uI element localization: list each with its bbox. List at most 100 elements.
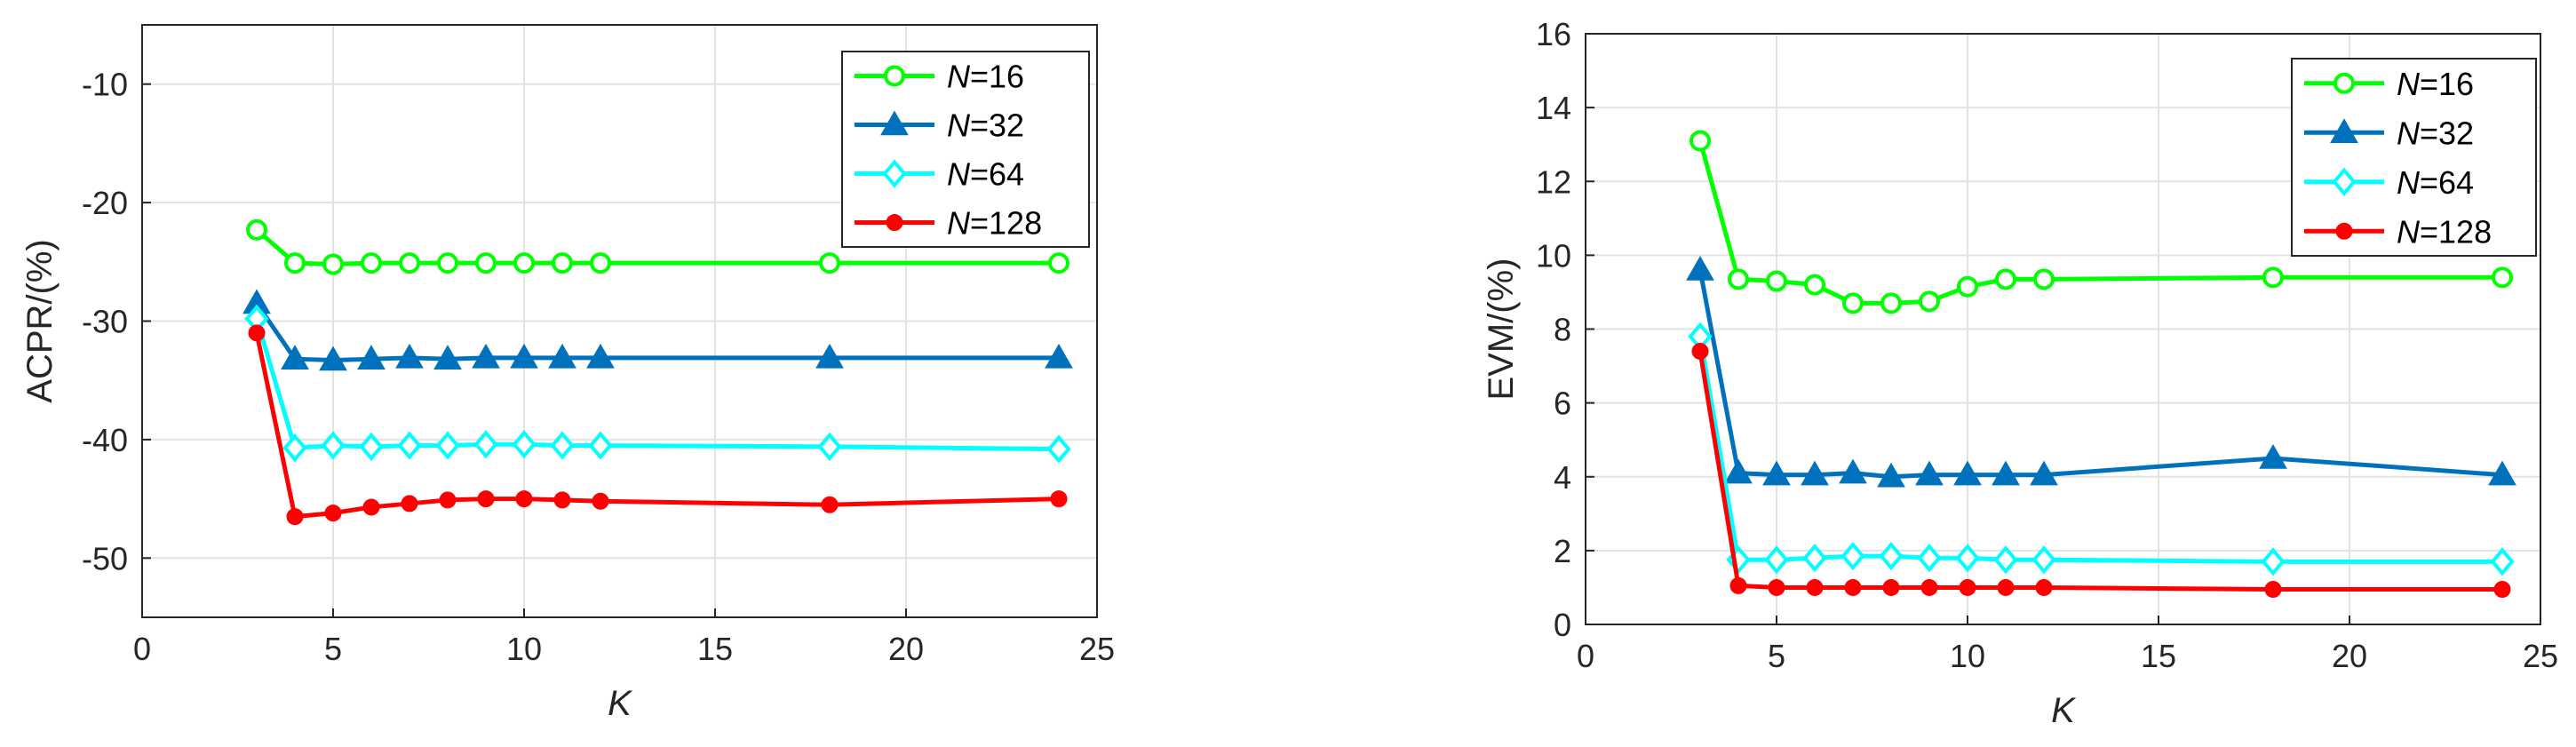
y-tick-label: -50: [82, 540, 128, 576]
x-axis-label: K: [2051, 691, 2077, 730]
data-point: [324, 505, 342, 522]
data-point: [1804, 274, 1825, 296]
data-point: [2264, 581, 2282, 599]
legend-label-prefix: N: [947, 107, 971, 144]
y-tick-label: 14: [1536, 90, 1571, 126]
y-tick-label: 16: [1536, 16, 1571, 52]
series-N128: [1691, 342, 2511, 599]
data-point: [473, 430, 498, 459]
data-point: [1955, 544, 1980, 573]
x-tick-label: 10: [1950, 638, 1985, 674]
x-tick-label: 5: [1768, 638, 1785, 674]
data-point: [815, 343, 844, 369]
x-tick-label: 25: [2523, 638, 2558, 674]
data-point: [512, 430, 537, 459]
data-point: [319, 346, 347, 371]
axes-box: [141, 24, 1098, 618]
data-point: [550, 431, 575, 460]
y-tick-label: 8: [1554, 312, 1571, 348]
x-axis-label: K: [608, 684, 633, 723]
data-point: [2262, 266, 2284, 289]
data-point: [552, 252, 573, 274]
legend-entry: N=32: [855, 107, 1024, 144]
legend-marker: [2334, 72, 2355, 94]
data-point: [1766, 270, 1787, 292]
legend-entry: N=64: [2304, 164, 2474, 201]
data-point: [1841, 542, 1865, 571]
legend-label-value: =64: [2420, 164, 2474, 201]
data-point: [1992, 460, 2020, 486]
legend-marker: [2335, 222, 2353, 240]
data-point: [586, 343, 615, 369]
legend-label: N=128: [2397, 213, 2492, 250]
legend-label-value: =32: [2420, 115, 2474, 151]
data-point: [2031, 545, 2056, 575]
data-point: [472, 343, 500, 369]
data-point: [359, 432, 384, 462]
legend-marker: [882, 159, 907, 188]
legend-label-value: =128: [2420, 213, 2492, 250]
data-point: [590, 252, 611, 274]
data-point: [1046, 434, 1071, 464]
legend-marker: [2330, 118, 2358, 143]
legend-marker: [886, 214, 903, 231]
data-point: [1762, 460, 1791, 486]
y-tick-label: 0: [1554, 607, 1571, 643]
data-point: [361, 252, 382, 274]
data-point: [1842, 292, 1864, 314]
data-point: [592, 492, 609, 510]
y-axis-label: ACPR/(%): [20, 239, 60, 402]
data-point: [1917, 544, 1942, 573]
data-point: [2030, 460, 2058, 486]
data-point: [1957, 275, 1978, 298]
legend-marker: [2332, 167, 2357, 196]
x-tick-label: 0: [1577, 638, 1594, 674]
x-tick-label: 20: [888, 631, 924, 667]
data-point: [1045, 343, 1073, 369]
axes-box: [1585, 33, 2541, 625]
data-point: [281, 345, 309, 370]
y-tick-label: 2: [1554, 533, 1571, 569]
data-point: [322, 253, 344, 275]
legend-label-value: =16: [2420, 66, 2474, 102]
data-point: [246, 219, 267, 241]
legend: N=16N=32N=64N=128: [841, 51, 1090, 248]
legend-label-prefix: N: [2397, 115, 2421, 151]
legend-label-prefix: N: [2397, 66, 2421, 102]
data-point: [1995, 268, 2016, 290]
data-point: [513, 252, 535, 274]
y-tick-label: -20: [82, 185, 128, 221]
data-point: [282, 433, 307, 463]
data-point: [437, 252, 458, 274]
data-point: [1953, 460, 1982, 486]
series-N32: [242, 289, 1073, 371]
data-point: [1802, 544, 1827, 573]
data-point: [362, 498, 380, 516]
data-point: [2033, 268, 2055, 290]
legend-label-prefix: N: [947, 59, 971, 95]
y-tick-label: 4: [1554, 459, 1571, 496]
data-point: [1728, 268, 1749, 290]
data-point: [1993, 545, 2018, 575]
data-point: [284, 252, 306, 274]
legend-label: N=32: [2397, 115, 2474, 151]
data-point: [397, 431, 422, 460]
data-point: [1844, 578, 1862, 596]
legend-label-value: =16: [970, 59, 1024, 95]
data-point: [475, 252, 497, 274]
legend: N=16N=32N=64N=128: [2291, 58, 2537, 257]
data-point: [821, 496, 839, 513]
data-point: [2490, 547, 2515, 576]
data-point: [1764, 545, 1789, 575]
data-point: [477, 490, 495, 508]
legend-entry: N=16: [2304, 66, 2474, 102]
data-point: [510, 343, 538, 369]
data-point: [1919, 290, 1940, 313]
x-tick-label: 20: [2332, 638, 2367, 674]
data-point: [1877, 462, 1905, 488]
legend-label: N=16: [947, 59, 1024, 95]
legend-entry: N=16: [855, 59, 1024, 95]
legend-marker: [884, 65, 905, 87]
legend-label: N=64: [947, 156, 1024, 193]
data-point: [1686, 255, 1714, 281]
